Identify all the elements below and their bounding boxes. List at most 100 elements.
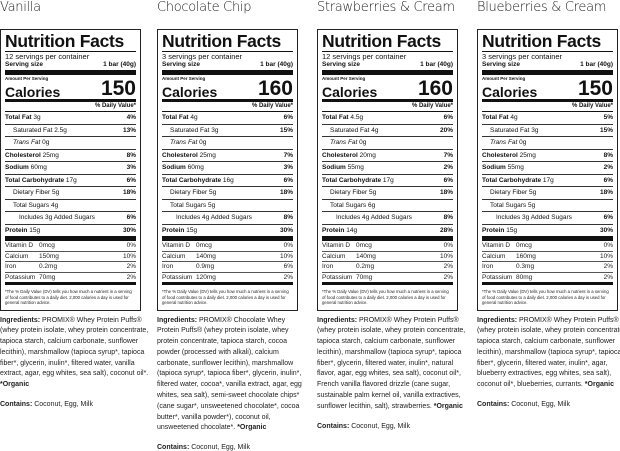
trans-fat-label: Trans Fat bbox=[13, 139, 41, 146]
total-fat-daily-value: 4% bbox=[126, 114, 136, 121]
daily-value-footnote: *The % Daily Value (DV) tells you how mu… bbox=[5, 289, 132, 305]
dietary-fiber-row: Dietary Fiber 5g 18% bbox=[322, 187, 453, 200]
ingredients-text: PROMIX® Whey Protein Puffs® (whey protei… bbox=[477, 316, 620, 389]
added-sugars-daily-value: 8% bbox=[283, 214, 293, 221]
vitamin-d-daily-value: 0% bbox=[603, 242, 613, 249]
total-fat-daily-value: 5% bbox=[603, 114, 613, 121]
total-fat-label: Total Fat bbox=[5, 114, 32, 121]
calories-label: Calories bbox=[162, 84, 218, 100]
potassium-label: Potassium bbox=[5, 273, 36, 281]
calcium-row: Calcium 150mg 10% bbox=[5, 252, 136, 262]
total-carbohydrate-label: Total Carbohydrate bbox=[5, 176, 65, 184]
potassium-row: Potassium 70mg 2% bbox=[5, 273, 136, 285]
total-fat-amount: 4g bbox=[510, 114, 518, 121]
saturated-fat-label: Saturated Fat bbox=[330, 126, 370, 134]
ingredients-text: PROMIX® Chocolate Whey Protein Puffs® (w… bbox=[157, 316, 302, 432]
total-carbohydrate-row: Total Carbohydrate 17g 6% bbox=[322, 175, 453, 187]
calories-value: 150 bbox=[100, 77, 136, 100]
cholesterol-row: Cholesterol 25mg 8% bbox=[482, 150, 613, 162]
calcium-amount: 150mg bbox=[39, 252, 59, 260]
calories-value: 150 bbox=[577, 77, 613, 100]
protein-daily-value: 30% bbox=[279, 226, 293, 234]
sodium-amount: 60mg bbox=[30, 164, 47, 171]
iron-amount: 0.3mg bbox=[516, 263, 535, 270]
total-carbohydrate-amount: 17g bbox=[542, 176, 554, 184]
ingredients-label: Ingredients: bbox=[157, 316, 198, 324]
total-carbohydrate-row: Total Carbohydrate 17g 6% bbox=[5, 175, 136, 187]
cholesterol-amount: 20mg bbox=[359, 151, 376, 159]
total-carbohydrate-daily-value: 6% bbox=[443, 176, 453, 184]
total-fat-daily-value: 6% bbox=[283, 114, 293, 121]
added-sugars-label: Includes 3g Added Sugars bbox=[19, 214, 95, 221]
cholesterol-row: Cholesterol 20mg 7% bbox=[322, 150, 453, 162]
sodium-row: Sodium 55mg 2% bbox=[482, 162, 613, 175]
total-sugars-name: Total Sugars 4g bbox=[13, 200, 58, 212]
allergen-contains: Contains: Coconut, Egg, Milk bbox=[157, 444, 307, 451]
protein-amount: 15g bbox=[186, 226, 198, 234]
cholesterol-name: Cholesterol 25mg bbox=[5, 150, 59, 162]
nutrition-facts-label: Nutrition Facts 12 servings per container… bbox=[0, 29, 141, 311]
contains-text: Coconut, Egg, Milk bbox=[351, 422, 410, 430]
total-fat-label: Total Fat bbox=[322, 114, 349, 121]
trans-fat-amount: 0g bbox=[359, 139, 367, 146]
added-sugars-label: Includes 4g Added Sugars bbox=[176, 214, 252, 221]
calcium-label: Calcium bbox=[5, 252, 29, 260]
iron-amount: 0.2mg bbox=[39, 263, 58, 270]
calcium-amount: 140mg bbox=[356, 252, 376, 260]
serving-size-row: Serving size 1 bar (40g) bbox=[322, 61, 453, 75]
protein-label: Protein bbox=[482, 226, 505, 234]
total-sugars-amount: 5g bbox=[527, 201, 536, 209]
trans-fat-name: Trans Fat 0g bbox=[13, 137, 49, 149]
dietary-fiber-label: Dietary Fiber bbox=[170, 189, 208, 196]
serving-size-value: 1 bar (40g) bbox=[103, 61, 136, 68]
sodium-row: Sodium 60mg 3% bbox=[162, 162, 293, 175]
total-carbohydrate-daily-value: 6% bbox=[126, 176, 136, 184]
servings-per-container: 12 servings per container bbox=[322, 52, 407, 61]
protein-row: Protein 15g 30% bbox=[5, 225, 136, 241]
protein-name: Protein 15g bbox=[482, 225, 517, 237]
total-carbohydrate-name: Total Carbohydrate 16g bbox=[162, 175, 234, 187]
trans-fat-row: Trans Fat 0g bbox=[162, 137, 293, 150]
added-sugars-name: Includes 3g Added Sugars bbox=[19, 212, 95, 224]
calories-label: Calories bbox=[5, 84, 61, 100]
cholesterol-amount: 25mg bbox=[519, 151, 536, 159]
trans-fat-row: Trans Fat 0g bbox=[482, 137, 613, 150]
protein-label: Protein bbox=[5, 226, 28, 234]
added-sugars-row: Includes 3g Added Sugars 6% bbox=[482, 212, 613, 225]
saturated-fat-amount: 2.5g bbox=[54, 126, 67, 134]
cholesterol-amount: 25mg bbox=[199, 151, 216, 159]
serving-size-row: Serving size 1 bar (40g) bbox=[482, 61, 613, 75]
total-sugars-row: Total Sugars 5g bbox=[162, 200, 293, 212]
total-fat-label: Total Fat bbox=[482, 114, 509, 121]
serving-size-value: 1 bar (40g) bbox=[260, 61, 293, 68]
daily-value-footnote: *The % Daily Value (DV) tells you how mu… bbox=[482, 289, 609, 305]
calories-row: Calories 160 bbox=[162, 78, 293, 102]
dietary-fiber-daily-value: 18% bbox=[439, 189, 453, 196]
trans-fat-label: Trans Fat bbox=[170, 139, 198, 146]
calories-label: Calories bbox=[482, 84, 538, 100]
added-sugars-label: Includes 3g Added Sugars bbox=[496, 214, 572, 221]
organic-note: *Organic bbox=[433, 402, 463, 410]
iron-daily-value: 6% bbox=[283, 263, 293, 270]
iron-row: Iron 0.3mg 2% bbox=[482, 262, 613, 273]
potassium-label: Potassium bbox=[322, 273, 353, 281]
allergen-contains: Contains: Coconut, Egg, Milk bbox=[0, 401, 150, 408]
flavor-title: Vanilla bbox=[0, 0, 41, 15]
potassium-label: Potassium bbox=[162, 273, 193, 281]
calcium-amount: 140mg bbox=[196, 252, 216, 260]
protein-row: Protein 14g 28% bbox=[322, 225, 453, 241]
trans-fat-label: Trans Fat bbox=[330, 139, 358, 146]
protein-daily-value: 30% bbox=[599, 226, 613, 234]
dietary-fiber-row: Dietary Fiber 5g 18% bbox=[162, 187, 293, 200]
protein-name: Protein 14g bbox=[322, 225, 357, 237]
cholesterol-label: Cholesterol bbox=[5, 151, 41, 159]
calcium-amount: 160mg bbox=[516, 252, 536, 260]
sodium-label: Sodium bbox=[482, 164, 506, 171]
trans-fat-row: Trans Fat 0g bbox=[5, 137, 136, 150]
potassium-row: Potassium 70mg 2% bbox=[322, 273, 453, 285]
total-fat-amount: 4.5g bbox=[350, 114, 364, 121]
vitamin-d-row: Vitamin D 0mcg 0% bbox=[5, 241, 136, 252]
cholesterol-label: Cholesterol bbox=[482, 151, 518, 159]
product-panel: Vanilla Nutrition Facts 12 servings per co… bbox=[0, 0, 150, 408]
added-sugars-row: Includes 4g Added Sugars 8% bbox=[162, 212, 293, 225]
